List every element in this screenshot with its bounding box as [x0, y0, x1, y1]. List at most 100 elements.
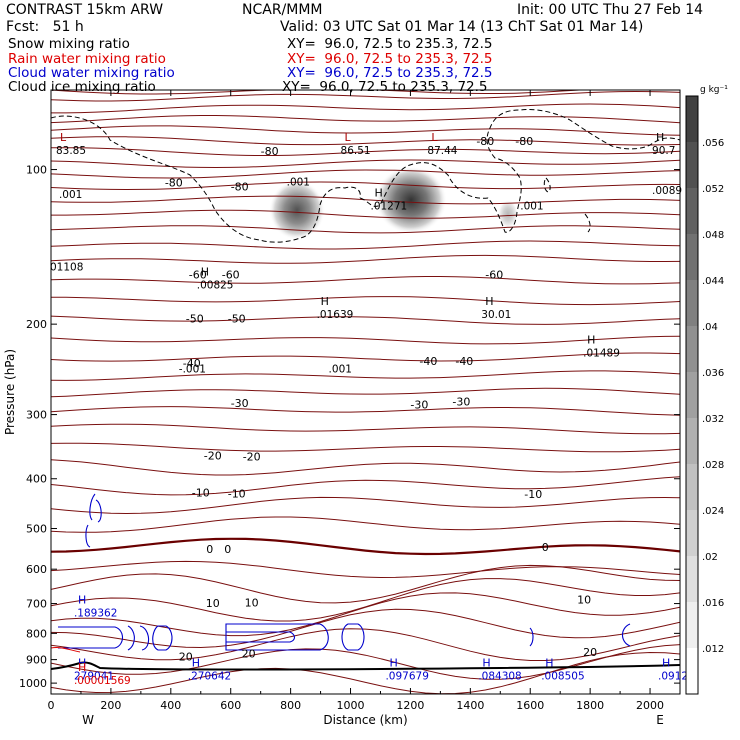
isotherm-label: -80	[261, 145, 279, 158]
x-tick-label: 0	[48, 699, 55, 712]
x-tick-label: 1400	[456, 699, 484, 712]
isotherm-line	[51, 103, 680, 114]
extremum-value: .001	[329, 363, 352, 375]
isotherm-label: -40	[183, 357, 201, 370]
colorbar-swatch	[686, 188, 698, 235]
extremum-value: .01489	[583, 347, 620, 359]
y-tick-label: 200	[26, 318, 47, 331]
temperature-contours	[51, 90, 680, 694]
extremum-marker: H	[389, 656, 397, 669]
field-xy-snow: XY= 96.0, 72.5 to 235.3, 72.5	[287, 36, 493, 52]
colorbar-tick-label: .016	[702, 598, 724, 609]
extremum-marker: H	[201, 265, 209, 278]
cloud-water-contour-2	[58, 626, 124, 649]
isotherm-line	[51, 592, 680, 637]
isotherm-label: -10	[192, 486, 210, 499]
x-tick-label: 2000	[636, 699, 664, 712]
isotherm-line	[51, 387, 680, 398]
isotherm-label: 10	[206, 597, 220, 610]
colorbar-swatch	[686, 648, 698, 695]
y-axis-label: Pressure (hPa)	[3, 349, 17, 435]
isotherm-label: 10	[245, 597, 259, 610]
field-label-cloud-water: Cloud water mixing ratio	[8, 65, 175, 81]
isotherm-label: -60	[485, 268, 503, 281]
isotherm-label: -40	[455, 355, 473, 368]
colorbar-tick-label: .02	[702, 552, 718, 563]
isotherm-line	[51, 169, 680, 179]
extremum-marker: H	[78, 656, 86, 669]
isotherm-line	[51, 181, 680, 191]
isotherm-line	[51, 442, 680, 453]
extremum-value: .001	[59, 189, 82, 201]
isotherm-line	[51, 195, 680, 205]
isotherm-line	[51, 644, 680, 680]
extremum-marker: L	[60, 131, 67, 144]
x-tick-label: 1200	[396, 699, 424, 712]
cloud-water-contour-3	[127, 625, 150, 651]
cloud-ice-contour-loop-1	[543, 177, 551, 193]
colorbar-swatch	[686, 418, 698, 465]
isotherm-label: -80	[231, 181, 249, 194]
isotherm-line	[51, 608, 680, 649]
isotherm-line	[51, 115, 680, 124]
extremum-value: .00001569	[74, 675, 131, 687]
west-label: W	[82, 713, 94, 727]
init-time: Init: 00 UTC Thu 27 Feb 14	[517, 2, 704, 18]
extremum-marker: H	[587, 333, 595, 346]
extremum-value: .189362	[74, 608, 117, 620]
extremum-value: 90.7	[652, 145, 675, 157]
isotherm-label: 20	[583, 646, 597, 659]
colorbar-swatch	[686, 234, 698, 281]
y-tick-label: 900	[26, 654, 47, 667]
isotherm-line	[51, 516, 680, 533]
colorbar-tick-label: .024	[702, 506, 724, 517]
extremum-marker: L	[345, 131, 352, 144]
colorbar-swatch	[686, 510, 698, 557]
extremum-value: -.001	[179, 363, 206, 375]
isotherm-label: -80	[515, 135, 533, 148]
field-label-rain: Rain water mixing ratio	[8, 51, 166, 67]
extremum-value: .0089	[652, 185, 682, 197]
isotherm-line	[51, 90, 680, 102]
isotherm-line	[51, 459, 680, 476]
y-tick-label: 1000	[19, 677, 47, 690]
extremum-marker: H	[78, 594, 86, 607]
isotherm-line	[51, 276, 680, 285]
colorbar-tick-label: .052	[702, 184, 724, 195]
x-tick-label: 1600	[516, 699, 544, 712]
isotherm-line	[51, 476, 680, 496]
extremum-value: 01108	[50, 261, 83, 273]
extremum-marker: H	[485, 295, 493, 308]
isotherm-line	[51, 537, 680, 556]
isotherm-label: -60	[189, 268, 207, 281]
cloud-water-contour-7	[529, 627, 534, 647]
isotherm-line	[51, 560, 680, 579]
extremum-value: 86.51	[341, 145, 371, 157]
cloud-water-contour-4	[152, 625, 173, 651]
y-tick-label: 100	[26, 164, 47, 177]
rain-water-contour	[50, 647, 81, 653]
isotherm-line	[51, 315, 680, 325]
colorbar-swatch	[686, 326, 698, 373]
snow-shading-blob-2	[375, 166, 447, 234]
isotherm-label: 0	[224, 543, 231, 556]
colorbar-swatch	[686, 96, 698, 143]
isotherm-label: 0	[206, 543, 213, 556]
isotherm-line	[51, 159, 680, 169]
colorbar-tick-label: .028	[702, 460, 724, 471]
colorbar-tick-label: .048	[702, 230, 724, 241]
y-tick-label: 300	[26, 409, 47, 422]
x-tick-label: 1000	[337, 699, 365, 712]
colorbar-swatch	[686, 464, 698, 511]
extremum-value: 83.85	[56, 145, 86, 157]
isotherm-line	[51, 352, 680, 362]
extremum-marker: H	[78, 661, 86, 674]
cloud-water-contours	[58, 493, 631, 651]
colorbar-tick-label: .056	[702, 138, 724, 149]
cloud-water-contour-5	[225, 623, 329, 651]
colorbar-swatch	[686, 602, 698, 649]
isotherm-label: 20	[242, 648, 256, 661]
colorbar-unit: g kg⁻¹	[700, 85, 728, 95]
x-tick-label: 200	[100, 699, 121, 712]
isotherm-label: -30	[452, 396, 470, 409]
